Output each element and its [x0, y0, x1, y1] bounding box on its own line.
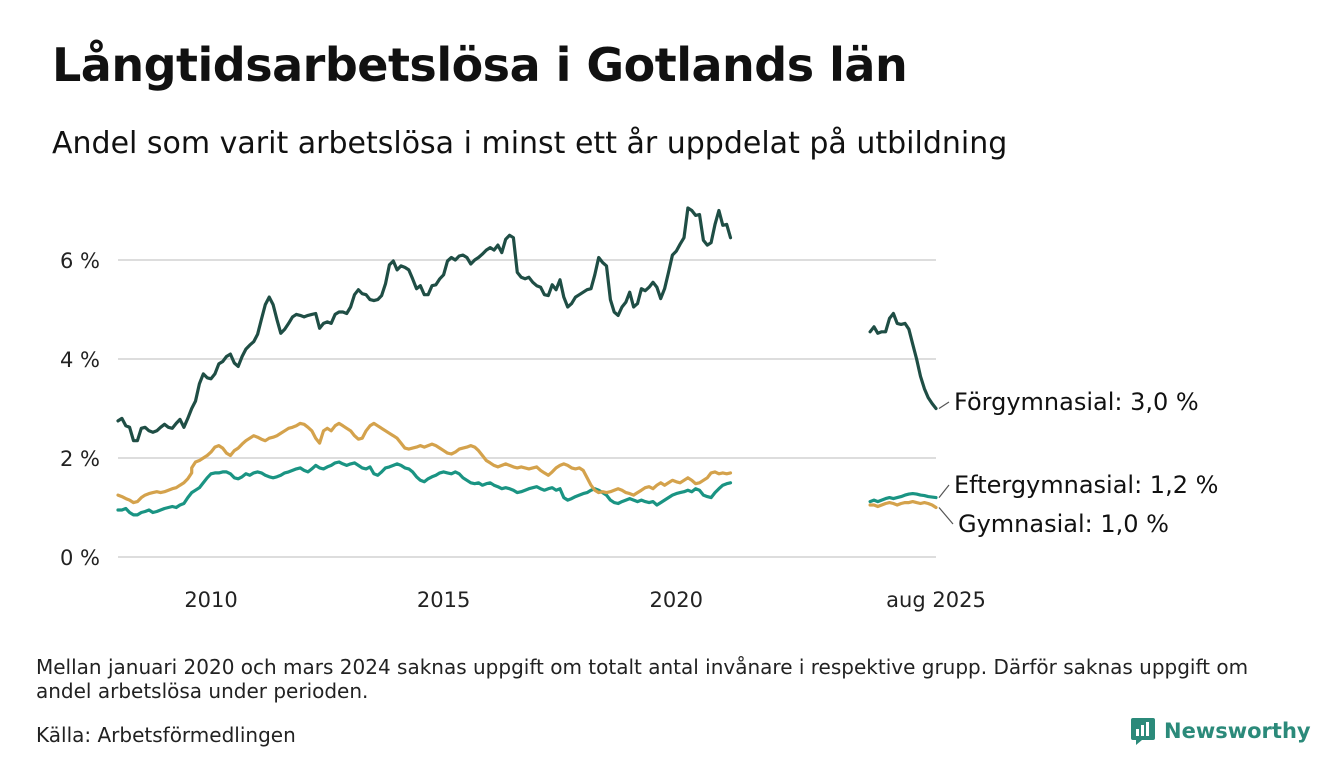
chart-title: Långtidsarbetslösa i Gotlands län: [52, 38, 908, 92]
gridlines: [118, 259, 936, 558]
footnote: Mellan januari 2020 och mars 2024 saknas…: [36, 655, 1249, 703]
y-tick-label: 2 %: [60, 447, 100, 471]
series-line: [116, 460, 733, 517]
series-lines: [116, 206, 938, 517]
label-leader-line: [938, 484, 950, 498]
x-tick-label: aug 2025: [886, 588, 986, 612]
line-chart: 0 % 2 % 4 % 6 % 2010 2015 2020 aug 2025 Förgym…: [60, 206, 1218, 612]
y-tick-label: 0 %: [60, 546, 100, 570]
series-end-label: Förgymnasial: 3,0 %: [954, 388, 1199, 416]
chart-subtitle: Andel som varit arbetslösa i minst ett å…: [52, 126, 1008, 161]
y-tick-label: 4 %: [60, 348, 100, 372]
brand-name: Newsworthy: [1164, 719, 1311, 743]
source-text: Källa: Arbetsförmedlingen: [36, 723, 296, 747]
series-line: [868, 500, 938, 510]
x-axis-ticks: 2010 2015 2020 aug 2025: [184, 588, 986, 612]
label-leader-line: [938, 507, 954, 525]
series-line: [116, 206, 733, 443]
x-tick-label: 2015: [417, 588, 470, 612]
series-end-labels: Förgymnasial: 3,0 % Eftergymnasial: 1,2 %…: [938, 388, 1218, 538]
label-leader-line: [938, 401, 950, 410]
series-line: [116, 421, 733, 505]
series-line: [868, 311, 938, 411]
y-axis-ticks: 0 % 2 % 4 % 6 %: [60, 249, 100, 570]
y-tick-label: 6 %: [60, 249, 100, 273]
series-end-label: Eftergymnasial: 1,2 %: [954, 471, 1218, 499]
brand-logo[interactable]: Newsworthy: [1130, 716, 1311, 746]
x-tick-label: 2020: [650, 588, 703, 612]
bar-chart-speech-bubble-icon: [1131, 718, 1155, 745]
series-end-label: Gymnasial: 1,0 %: [958, 510, 1169, 538]
series-line: [868, 492, 938, 504]
x-tick-label: 2010: [184, 588, 237, 612]
